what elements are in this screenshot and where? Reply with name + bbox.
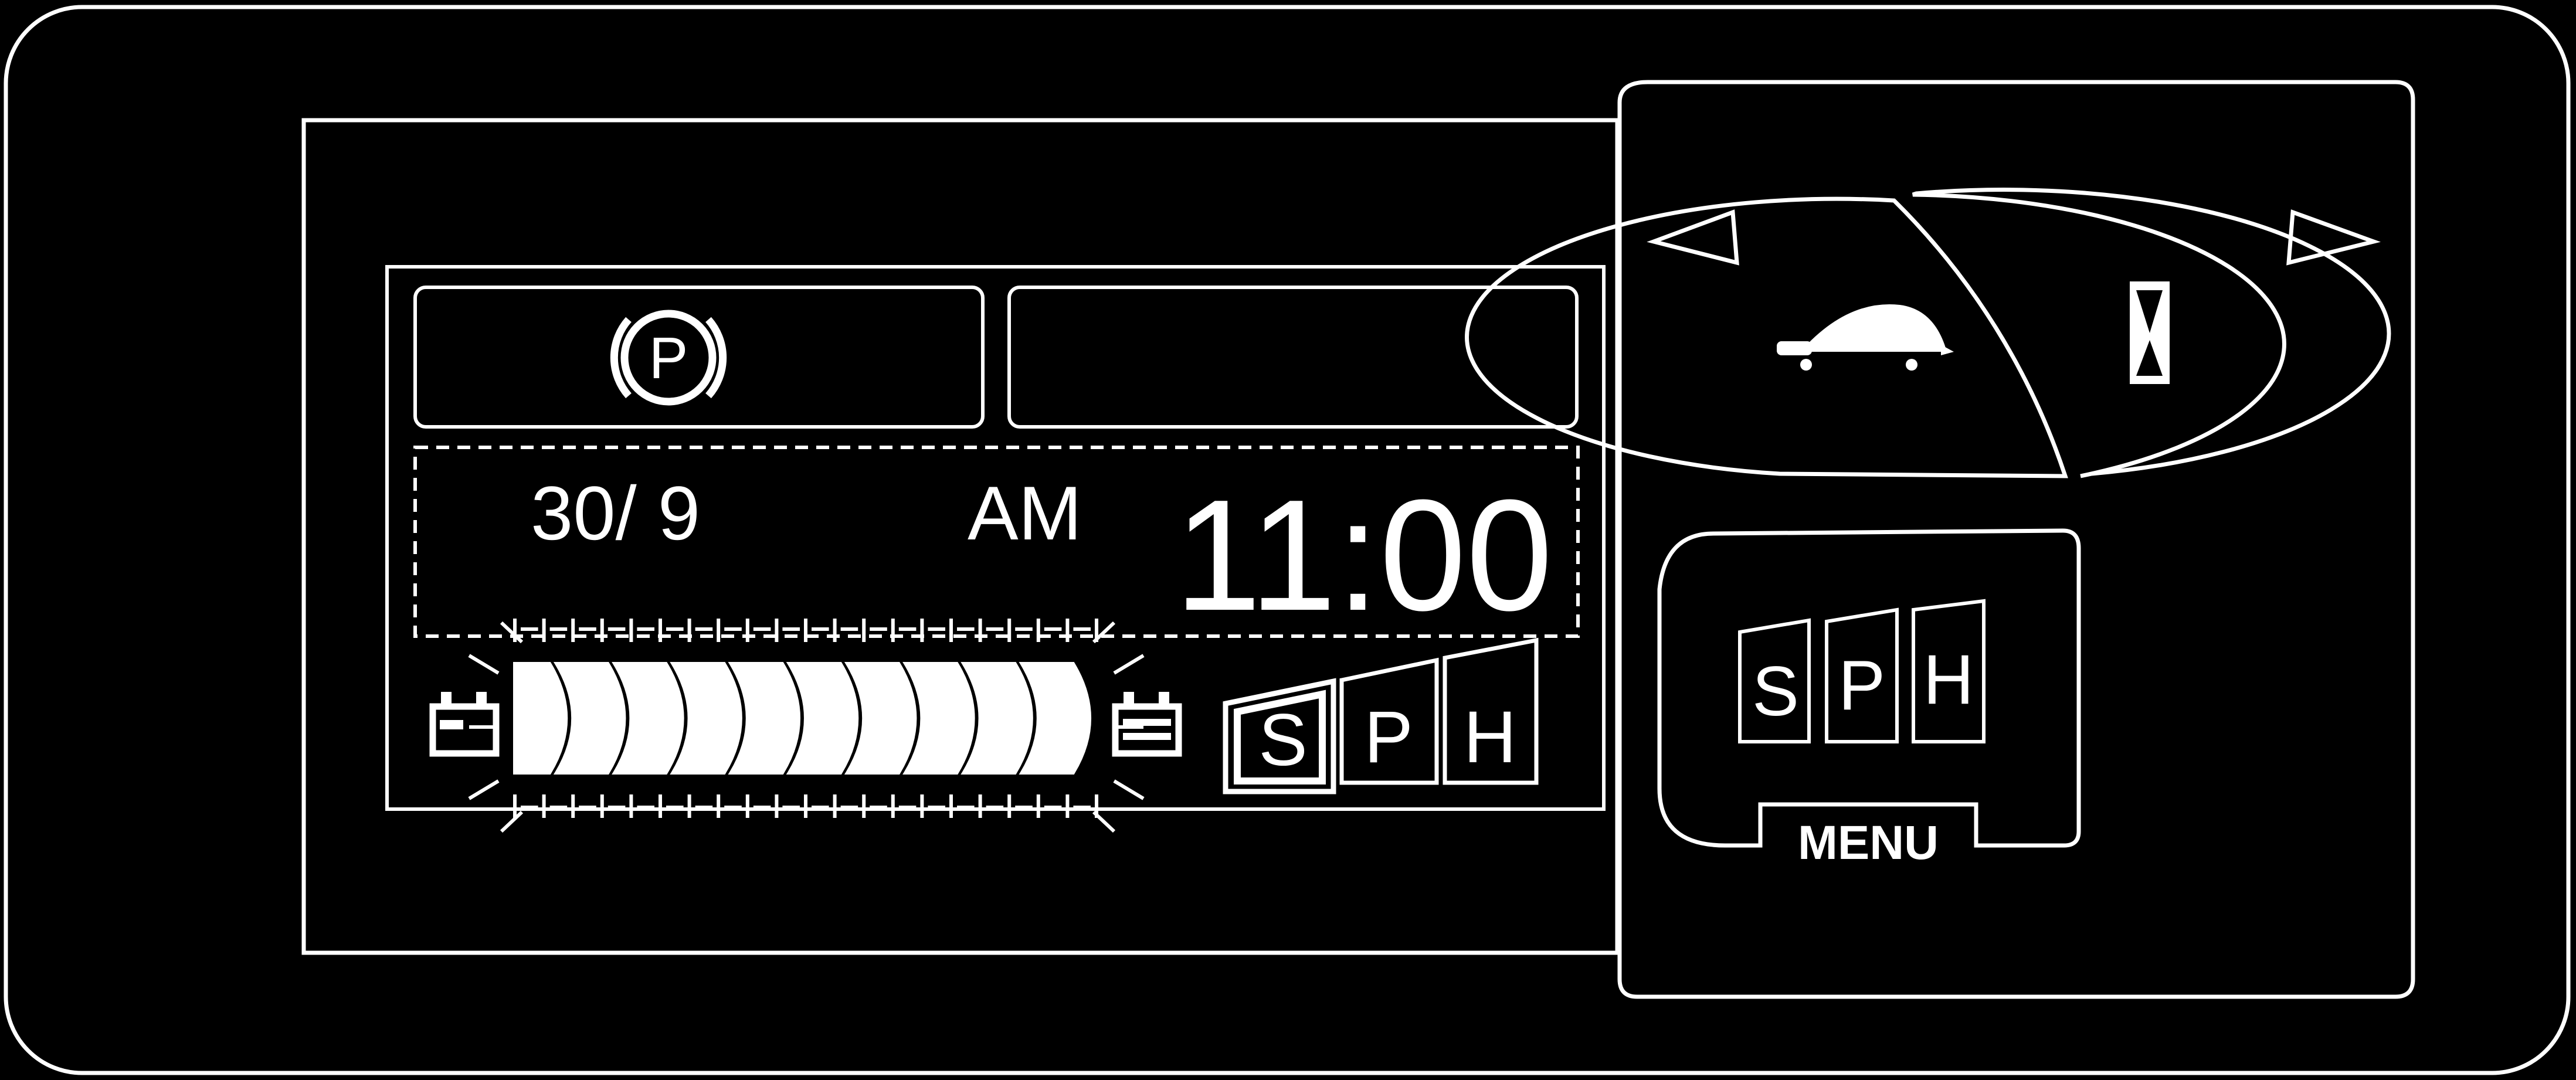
control-pod: S P H MENU xyxy=(1465,80,2415,999)
arrow-left-icon xyxy=(1647,209,1739,266)
gauge-glow-ray xyxy=(1113,654,1145,675)
charge-mode-indicators: S P H xyxy=(1223,637,1539,794)
menu-button[interactable]: S P H MENU xyxy=(1657,528,2081,870)
gauge-segment xyxy=(728,662,800,775)
rocker-switch[interactable] xyxy=(1465,188,2391,478)
gauge-segment xyxy=(844,662,917,775)
rocker-left-slow[interactable] xyxy=(1465,196,2068,478)
battery-empty-icon xyxy=(429,692,500,757)
menu-label: MENU xyxy=(1798,816,1939,870)
parking-brake-icon: P xyxy=(610,310,727,406)
gauge-segment xyxy=(612,662,684,775)
lcd-bezel xyxy=(301,118,1620,955)
mode-letter-p: P xyxy=(1364,697,1413,778)
menu-mode-box-p xyxy=(1825,607,1899,743)
datetime-area xyxy=(413,446,1580,638)
gauge-glow-ray xyxy=(500,810,524,833)
gauge-glow-ray xyxy=(500,621,524,644)
battery-full-icon xyxy=(1112,692,1182,757)
gauge-glow-ray xyxy=(1092,621,1116,644)
gauge-segment xyxy=(902,662,975,775)
menu-mode-letter-h: H xyxy=(1923,640,1974,719)
hourglass-icon xyxy=(2130,281,2170,384)
mode-letter-s: S xyxy=(1258,699,1307,781)
turtle-icon xyxy=(1777,304,1954,371)
time-readout: 11:00 xyxy=(1175,467,1553,644)
lcd-display: P 30/ 9 AM 11:00 S P xyxy=(301,118,1620,955)
menu-mode-letter-s: S xyxy=(1752,652,1799,731)
gauge-glow-ray xyxy=(1092,810,1116,833)
charge-gauge xyxy=(468,619,1145,833)
gauge-glow-ray xyxy=(468,779,500,800)
status-box-left xyxy=(413,286,985,429)
menu-mode-box-s xyxy=(1738,618,1811,743)
gauge-segment xyxy=(513,662,568,775)
mode-box-h xyxy=(1443,637,1539,785)
gauge-segment xyxy=(670,662,742,775)
menu-button-outline[interactable] xyxy=(1657,528,2081,848)
date-readout: 30/ 9 xyxy=(531,470,700,556)
parking-brake-letter: P xyxy=(649,325,688,391)
gauge-glow-ray xyxy=(468,654,500,675)
gauge-segment xyxy=(961,662,1033,775)
gauge-segment xyxy=(553,662,626,775)
meridiem-readout: AM xyxy=(968,470,1082,556)
mode-letter-h: H xyxy=(1464,697,1516,778)
arrow-right-icon xyxy=(2286,209,2381,266)
panel-housing xyxy=(4,5,2571,1075)
gauge-segment xyxy=(1019,662,1091,775)
menu-mode-letter-p: P xyxy=(1838,646,1885,725)
gauge-segment xyxy=(786,662,859,775)
status-box-right xyxy=(1007,286,1579,429)
mode-box-s xyxy=(1223,678,1336,794)
control-pod-frame xyxy=(1617,80,2415,999)
menu-mode-box-h xyxy=(1912,599,1986,743)
rocker-right-timer[interactable] xyxy=(1912,188,2391,478)
mode-box-p xyxy=(1339,657,1439,785)
gauge-glow-ray xyxy=(1113,779,1145,800)
mode-box-s-selected xyxy=(1234,690,1326,784)
